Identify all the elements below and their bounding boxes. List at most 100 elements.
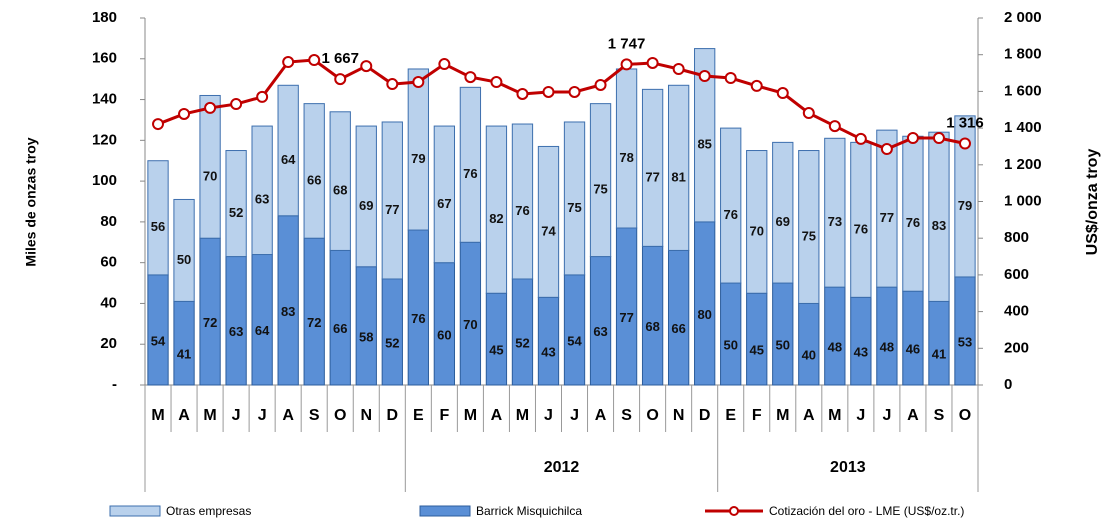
x-tick-label: N: [360, 407, 372, 424]
data-label: 75: [593, 182, 607, 197]
data-label: 85: [697, 137, 711, 152]
line-marker: [490, 76, 503, 89]
bar-segment: [798, 150, 820, 304]
data-label: 76: [463, 166, 477, 181]
data-label: 83: [932, 218, 946, 233]
bar-segment: [589, 103, 612, 258]
bar-segment: [694, 221, 716, 386]
data-label: 64: [255, 323, 270, 338]
y2-tick-label: 1 800: [1004, 46, 1042, 63]
y-tick-label: 20: [100, 335, 117, 352]
data-label: 66: [333, 321, 347, 336]
data-label: 52: [515, 335, 529, 350]
data-label: 66: [671, 321, 685, 336]
bar-segment: [928, 300, 950, 386]
bar-segment: [329, 111, 351, 251]
x-tick-label: J: [232, 407, 241, 424]
line-marker: [698, 69, 711, 82]
data-label: 83: [281, 304, 295, 319]
group-label: 2013: [830, 459, 866, 476]
bar-segment: [641, 88, 664, 247]
data-label: 76: [411, 311, 425, 326]
x-tick-label: J: [882, 407, 891, 424]
bar-segment: [433, 262, 456, 386]
x-tick-label: N: [673, 407, 685, 424]
data-label: 43: [854, 345, 868, 360]
data-label: 79: [411, 151, 425, 166]
data-label: 1 747: [608, 35, 646, 52]
line-marker: [620, 58, 633, 71]
data-label: 45: [750, 343, 764, 358]
line-marker: [204, 101, 217, 114]
y-tick-label: 100: [92, 172, 117, 189]
bar-segment: [928, 131, 950, 302]
data-label: 77: [619, 310, 633, 325]
line-marker: [360, 60, 373, 73]
bar-segment: [902, 135, 924, 292]
x-tick-label: S: [934, 407, 945, 424]
data-label: 52: [229, 205, 243, 220]
line-marker: [646, 56, 659, 69]
bar-segment: [615, 68, 638, 229]
data-label: 45: [489, 343, 503, 358]
bar-segment: [433, 125, 456, 264]
data-label: 41: [177, 347, 191, 362]
x-tick-label: M: [776, 407, 789, 424]
x-tick-label: J: [544, 407, 553, 424]
data-label: 70: [750, 223, 764, 238]
line-marker: [958, 137, 971, 150]
x-tick-label: A: [595, 407, 607, 424]
x-tick-label: M: [464, 407, 477, 424]
x-tick-label: S: [309, 407, 320, 424]
y2-tick-label: 600: [1004, 266, 1029, 283]
data-label: 48: [828, 340, 842, 355]
data-label: 43: [541, 345, 555, 360]
data-label: 50: [177, 252, 191, 267]
y2-tick-label: 0: [1004, 376, 1012, 393]
data-label: 76: [515, 203, 529, 218]
legend-label: Cotización del oro - LME (US$/oz.tr.): [769, 504, 964, 518]
x-tick-label: D: [699, 407, 711, 424]
data-label: 67: [437, 196, 451, 211]
bar-segment: [746, 292, 768, 386]
legend-swatch: [109, 505, 161, 517]
x-tick-label: A: [907, 407, 919, 424]
data-label: 77: [880, 210, 894, 225]
bar-segment: [407, 229, 429, 386]
data-label: 63: [229, 324, 243, 339]
y2-tick-label: 1 400: [1004, 119, 1042, 136]
line-marker: [828, 120, 841, 133]
data-label: 60: [437, 327, 451, 342]
x-tick-label: E: [725, 407, 736, 424]
bar-segment: [589, 256, 612, 386]
bar-segment: [459, 86, 482, 243]
line-marker: [802, 107, 815, 120]
line-marker: [568, 85, 581, 98]
bar-segment: [277, 84, 299, 217]
line-marker: [724, 72, 737, 85]
data-label: 1 316: [946, 114, 984, 131]
line-marker: [282, 56, 295, 69]
line-marker: [542, 85, 555, 98]
bar-segment: [876, 129, 898, 288]
bar-segment: [641, 245, 664, 386]
data-label: 75: [567, 200, 581, 215]
line-marker: [438, 58, 451, 71]
line-marker: [386, 78, 399, 91]
data-label: 1 667: [321, 50, 359, 67]
bar-segment: [329, 249, 351, 386]
x-tick-label: S: [621, 407, 632, 424]
bar-segment: [850, 141, 872, 298]
bar-segment: [798, 302, 820, 386]
bar-segment: [876, 286, 898, 386]
x-tick-label: F: [752, 407, 762, 424]
x-tick-label: O: [959, 407, 971, 424]
x-tick-label: F: [439, 407, 449, 424]
bar-segment: [199, 237, 221, 386]
bar-segment: [251, 254, 273, 386]
bar-segment: [355, 125, 377, 268]
y2-tick-label: 200: [1004, 339, 1029, 356]
data-label: 77: [645, 169, 659, 184]
y2-tick-label: 1 600: [1004, 82, 1042, 99]
data-label: 68: [645, 319, 659, 334]
